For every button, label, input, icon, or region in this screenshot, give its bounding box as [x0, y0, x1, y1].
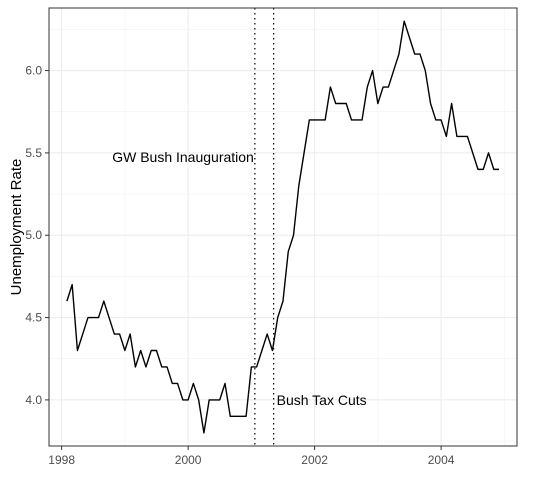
x-tick-label: 2004 — [428, 453, 455, 467]
y-tick-label: 5.5 — [25, 146, 42, 160]
y-axis-title: Unemployment Rate — [8, 159, 25, 296]
y-axis: 4.0 4.5 5.0 5.5 6.0 — [25, 64, 49, 407]
x-tick-label: 2002 — [301, 453, 328, 467]
annotation-vlines — [254, 8, 275, 446]
series-layer — [66, 20, 500, 434]
y-tick-label: 4.0 — [25, 393, 42, 407]
tax-cuts-label: Bush Tax Cuts — [277, 392, 367, 408]
annotation-labels: GW Bush Inauguration Bush Tax Cuts — [112, 149, 366, 408]
inauguration-label: GW Bush Inauguration — [112, 149, 254, 165]
unemployment-line — [66, 20, 500, 434]
minor-gridlines — [49, 8, 517, 446]
x-tick-label: 2000 — [175, 453, 202, 467]
y-tick-label: 5.0 — [25, 228, 42, 242]
y-tick-label: 6.0 — [25, 64, 42, 78]
major-gridlines — [49, 8, 517, 446]
x-tick-label: 1998 — [48, 453, 75, 467]
y-tick-label: 4.5 — [25, 311, 42, 325]
plot-panel-border — [48, 7, 518, 447]
x-axis: 1998 2000 2002 2004 — [48, 446, 455, 467]
plot-panel-background — [49, 8, 517, 446]
